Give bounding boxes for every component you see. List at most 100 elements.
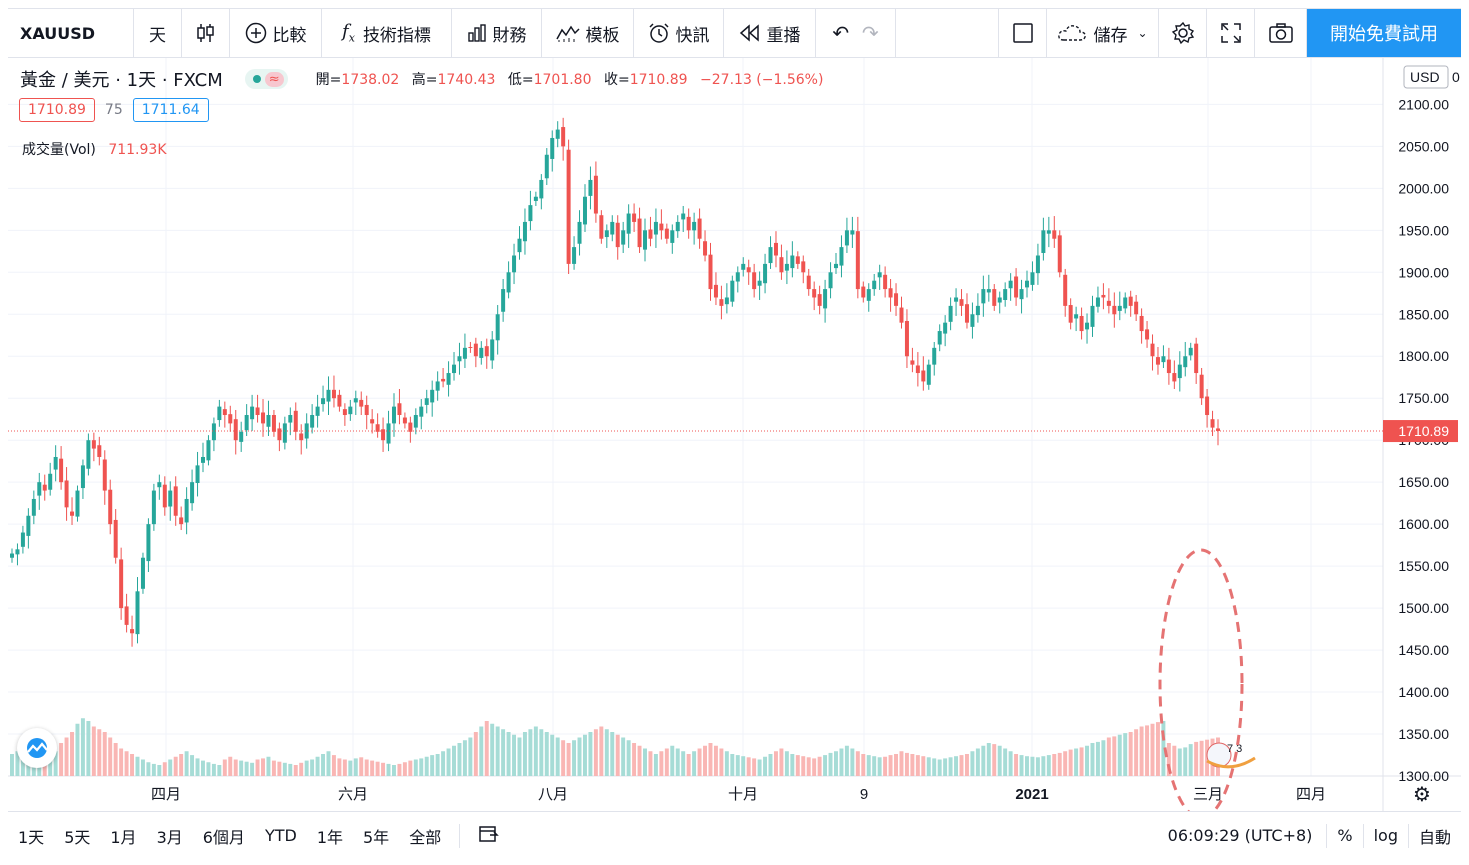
- candle-body: [757, 280, 762, 286]
- volume-bar: [533, 726, 538, 776]
- candle-body: [1183, 356, 1188, 368]
- candle-body: [544, 154, 549, 179]
- candle-body: [981, 289, 986, 304]
- volume-bar: [1106, 737, 1111, 776]
- candle-body: [937, 331, 942, 345]
- percent-scale-toggle[interactable]: %: [1326, 823, 1362, 848]
- timezone-clock[interactable]: 06:09:29 (UTC+8): [1167, 826, 1313, 845]
- candle-body: [566, 149, 571, 264]
- candle-body: [244, 415, 249, 431]
- range-1m[interactable]: 1月: [110, 827, 137, 847]
- layout-button[interactable]: [999, 9, 1047, 57]
- range-5y[interactable]: 5年: [363, 827, 390, 847]
- save-button[interactable]: 儲存 ⌄: [1047, 9, 1159, 57]
- price-chart[interactable]: 2100.00 2050.00 2000.00 1950.00 1900.00 1850.…: [8, 58, 1461, 811]
- candle-body: [588, 179, 593, 196]
- fullscreen-button[interactable]: [1207, 9, 1255, 57]
- replay-button[interactable]: 重播: [724, 9, 816, 57]
- volume-bar: [626, 740, 631, 776]
- volume-bar: [501, 729, 506, 776]
- volume-bar: [1068, 749, 1073, 776]
- candle-body: [222, 409, 227, 416]
- candle-body: [157, 482, 162, 488]
- candle-body: [162, 484, 167, 508]
- indicators-button[interactable]: fx 技術指標: [322, 9, 452, 57]
- volume-bar: [490, 723, 495, 776]
- range-6m[interactable]: 6個月: [202, 827, 245, 847]
- volume-bar: [997, 745, 1002, 776]
- undo-icon[interactable]: ↶: [832, 21, 850, 45]
- symbol-title[interactable]: 黃金 / 美元 · 1天 · FXCM: [20, 70, 223, 91]
- volume-bar: [921, 756, 926, 776]
- volume-bar: [1150, 723, 1155, 776]
- financials-button[interactable]: 財務: [452, 9, 542, 57]
- volume-bar: [844, 745, 849, 776]
- candle-body: [130, 629, 135, 634]
- axis-settings-icon[interactable]: ⚙: [1413, 782, 1431, 806]
- volume-bar: [211, 763, 216, 776]
- candle-body: [730, 280, 735, 302]
- range-all[interactable]: 全部: [409, 827, 442, 847]
- volume-bar: [271, 760, 276, 776]
- price-tick-label: 1500.00: [1398, 600, 1449, 616]
- candle-body: [599, 215, 604, 239]
- templates-button[interactable]: 模板: [542, 9, 634, 57]
- buy-price-button[interactable]: 1711.64: [132, 98, 209, 122]
- event-swoosh-mark: [1206, 756, 1256, 769]
- volume-bar: [724, 751, 729, 776]
- candle-body: [724, 297, 729, 305]
- volume-bar: [948, 757, 953, 776]
- volume-bar: [1199, 740, 1204, 776]
- camera-icon: [1268, 23, 1293, 43]
- open-label: 開=: [315, 72, 342, 88]
- symbol-search-button[interactable]: XAUUSD: [8, 9, 134, 57]
- volume-bar: [353, 758, 358, 776]
- candle-body: [31, 498, 36, 516]
- goto-date-button[interactable]: [459, 823, 510, 848]
- compare-button[interactable]: 比較: [230, 9, 322, 57]
- candle-body: [462, 347, 467, 359]
- sell-price-button[interactable]: 1710.89: [19, 98, 95, 122]
- price-tick-label: 1850.00: [1398, 306, 1449, 322]
- redo-icon[interactable]: ↷: [861, 21, 879, 45]
- candle-body: [844, 230, 849, 246]
- market-status-badge[interactable]: ≈: [244, 69, 288, 89]
- settings-button[interactable]: [1159, 9, 1207, 57]
- volume-bar: [1008, 751, 1013, 776]
- snapshot-button[interactable]: [1255, 9, 1307, 57]
- volume-bar: [806, 757, 811, 776]
- range-3m[interactable]: 3月: [156, 827, 183, 847]
- candle-body: [391, 406, 396, 424]
- range-ytd[interactable]: YTD: [264, 826, 297, 845]
- alert-button[interactable]: 快訊: [634, 9, 724, 57]
- range-1d[interactable]: 1天: [18, 827, 45, 847]
- candle-body: [282, 423, 287, 443]
- volume-bar: [200, 760, 205, 776]
- volume-bar: [1003, 748, 1008, 776]
- candle-body: [310, 415, 315, 428]
- log-scale-toggle[interactable]: log: [1362, 823, 1408, 848]
- free-trial-button[interactable]: 開始免費試用: [1307, 9, 1461, 57]
- candle-body: [48, 473, 53, 490]
- volume-bar: [866, 755, 871, 776]
- range-5d[interactable]: 5天: [64, 827, 91, 847]
- candle-body: [1035, 255, 1040, 274]
- volume-bar: [266, 756, 271, 776]
- chart-type-button[interactable]: [182, 9, 230, 57]
- range-1y[interactable]: 1年: [316, 827, 343, 847]
- candle-body: [370, 419, 375, 424]
- volume-bar: [528, 729, 533, 776]
- volume-label[interactable]: 成交量(Vol): [22, 142, 96, 158]
- candle-body: [321, 398, 326, 405]
- interval-button[interactable]: 天: [134, 9, 182, 57]
- candle-body: [506, 272, 511, 293]
- volume-bar: [1188, 744, 1193, 776]
- volume-bar: [359, 757, 364, 776]
- auto-scale-toggle[interactable]: 自動: [1407, 823, 1461, 848]
- candle-body: [228, 414, 233, 424]
- volume-bar: [331, 755, 336, 776]
- volume-bar: [75, 723, 80, 776]
- tradingview-logo-button[interactable]: [17, 728, 57, 768]
- candle-body: [522, 221, 527, 242]
- volume-bar: [91, 726, 96, 776]
